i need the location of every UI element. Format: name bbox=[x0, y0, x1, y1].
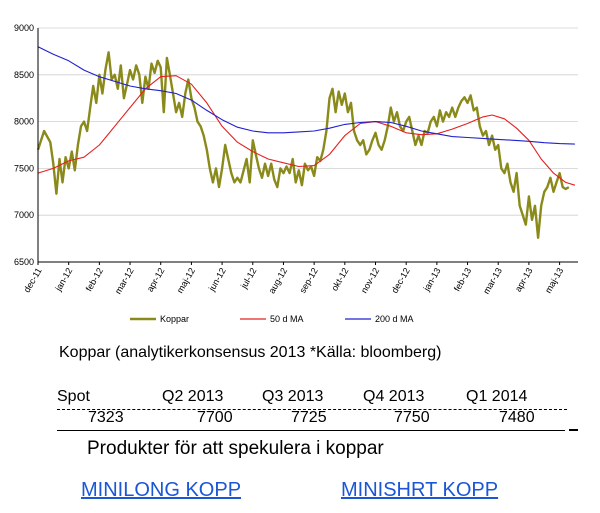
x-tick-label: jan-13 bbox=[421, 266, 443, 294]
products-heading: Produkter för att spekulera i koppar bbox=[87, 438, 384, 459]
header-q4-2013: Q4 2013 bbox=[363, 388, 425, 405]
x-tick-label: apr-13 bbox=[513, 266, 535, 294]
chart-caption: Koppar (analytikerkonsensus 2013 *Källa:… bbox=[59, 344, 442, 361]
y-tick-label: 8500 bbox=[14, 70, 34, 80]
chart-axes bbox=[37, 28, 578, 263]
x-tick-label: apr-12 bbox=[145, 266, 167, 294]
y-tick-label: 9000 bbox=[14, 23, 34, 33]
x-tick-label: jun-12 bbox=[206, 266, 228, 294]
y-tick-label: 7500 bbox=[14, 163, 34, 173]
chart-series bbox=[36, 46, 576, 239]
y-tick-label: 8000 bbox=[14, 117, 34, 127]
series-line-200-d-ma bbox=[37, 46, 575, 145]
value-q3-2013: 7725 bbox=[291, 409, 327, 426]
table-divider-dashed bbox=[57, 409, 567, 410]
x-tick-label: mar-12 bbox=[113, 266, 136, 296]
y-tick-label: 6500 bbox=[14, 257, 34, 267]
x-tick-label: feb-13 bbox=[452, 266, 473, 293]
header-q2-2013: Q2 2013 bbox=[162, 388, 224, 405]
value-spot: 7323 bbox=[88, 409, 124, 426]
x-tick-label: maj-13 bbox=[543, 266, 565, 295]
x-tick-label: maj-12 bbox=[175, 266, 197, 295]
x-tick-label: nov-12 bbox=[359, 266, 381, 295]
x-tick-label: dec-11 bbox=[22, 266, 44, 294]
x-tick-label: feb-12 bbox=[84, 266, 105, 293]
minishrt-kopp-link[interactable]: MINISHRT KOPP bbox=[341, 479, 499, 501]
series-line-50-d-ma bbox=[37, 75, 576, 186]
forecast-table-header: Spot Q2 2013 Q3 2013 Q4 2013 Q1 2014 bbox=[0, 388, 600, 410]
forecast-table-values: 7323 7700 7725 7750 7480 bbox=[0, 409, 600, 431]
value-q4-2013: 7750 bbox=[394, 409, 430, 426]
chart-legend: Koppar 50 d MA 200 d MA bbox=[130, 314, 414, 324]
table-divider-solid bbox=[57, 430, 565, 431]
y-axis-ticks: 6500 7000 7500 8000 8500 9000 bbox=[14, 23, 34, 267]
header-q3-2013: Q3 2013 bbox=[262, 388, 324, 405]
legend-label: 200 d MA bbox=[375, 314, 414, 324]
header-spot: Spot bbox=[57, 388, 90, 405]
header-q1-2014: Q1 2014 bbox=[466, 388, 528, 405]
x-tick-label: mar-13 bbox=[481, 266, 504, 296]
x-tick-label: aug-12 bbox=[267, 266, 290, 295]
x-tick-label: jul-12 bbox=[238, 266, 258, 291]
table-end-mark bbox=[569, 429, 578, 431]
x-tick-label: dec-12 bbox=[389, 266, 411, 295]
minilong-kopp-link[interactable]: MINILONG KOPP bbox=[81, 479, 242, 501]
x-tick-label: okt-12 bbox=[329, 266, 350, 293]
x-axis-ticks: dec-11 jan-12 feb-12 mar-12 apr-12 maj-12 jun-… bbox=[22, 262, 565, 296]
x-tick-label: jan-12 bbox=[53, 266, 75, 294]
series-line-koppar bbox=[36, 51, 570, 239]
legend-label: 50 d MA bbox=[270, 314, 304, 324]
legend-label: Koppar bbox=[160, 314, 189, 324]
y-tick-label: 7000 bbox=[14, 210, 34, 220]
copper-price-chart: 6500 7000 7500 8000 8500 9000 dec-11 jan-12 feb… bbox=[14, 23, 578, 324]
value-q1-2014: 7480 bbox=[499, 409, 535, 426]
value-q2-2013: 7700 bbox=[197, 409, 233, 426]
x-tick-label: sep-12 bbox=[297, 266, 319, 295]
